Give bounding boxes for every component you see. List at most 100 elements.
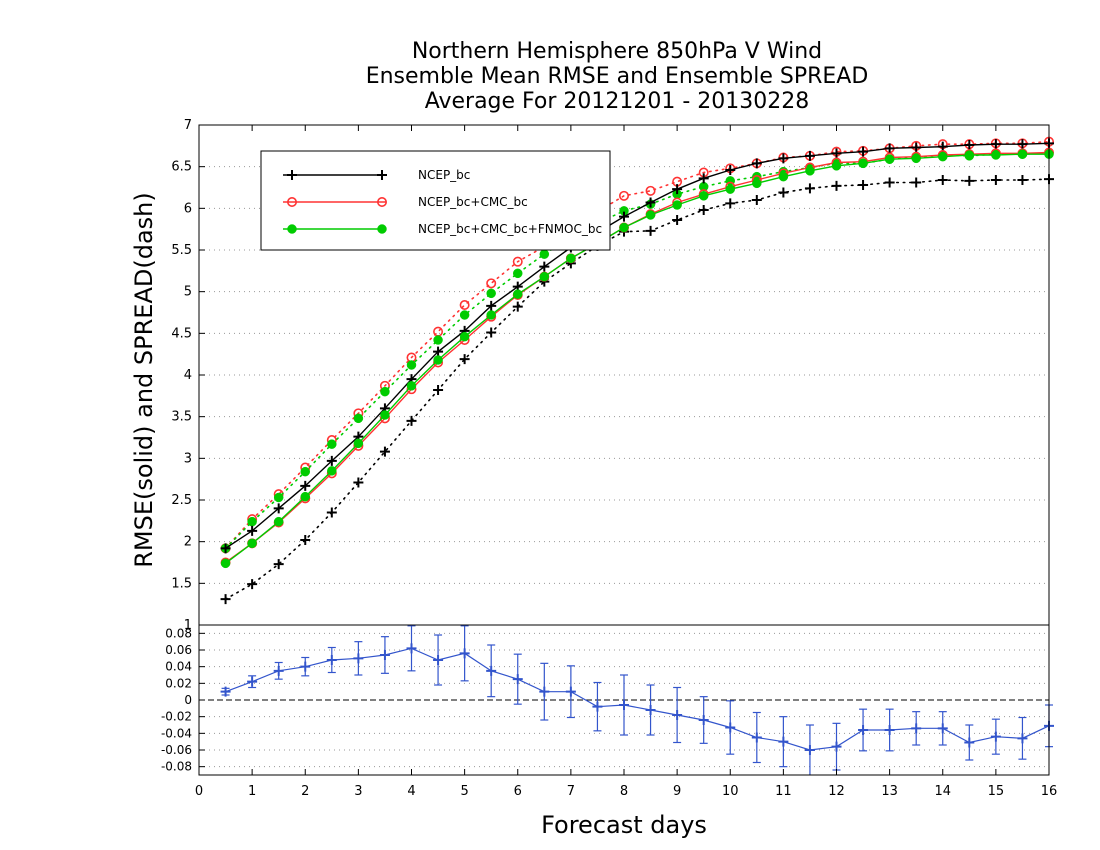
data-point — [645, 705, 656, 715]
data-point — [619, 222, 629, 233]
data-point — [353, 477, 364, 488]
y-tick-label: 6 — [184, 201, 192, 216]
data-point — [459, 299, 470, 310]
data-point — [377, 224, 387, 234]
data-point — [459, 310, 470, 320]
data-point — [486, 665, 497, 676]
data-point — [831, 180, 842, 191]
data-point — [513, 289, 523, 299]
data-point — [698, 715, 709, 725]
y-tick-label: 5 — [184, 285, 192, 300]
data-point — [1017, 139, 1028, 150]
data-point — [379, 650, 390, 660]
data-point — [273, 665, 284, 676]
x-tick-label: 11 — [775, 784, 792, 799]
x-tick-label: 9 — [673, 784, 681, 799]
data-point — [698, 173, 709, 184]
data-point — [327, 466, 337, 476]
data-point — [512, 674, 523, 685]
data-point — [220, 558, 231, 569]
chart-title-line-2: Ensemble Mean RMSE and Ensemble SPREAD — [366, 64, 869, 89]
data-point — [911, 153, 921, 164]
data-point — [911, 142, 922, 153]
y-tick-label: 3 — [184, 451, 192, 466]
data-point — [486, 288, 496, 299]
data-point — [379, 446, 390, 457]
x-axis-label: Forecast days — [541, 811, 707, 839]
data-point — [247, 676, 258, 687]
y-tick-label: 2.5 — [171, 493, 192, 508]
data-point — [539, 261, 550, 272]
y-tick-label: 0.06 — [165, 643, 192, 657]
series-solid-2 — [220, 149, 1054, 569]
data-point — [672, 200, 682, 210]
data-point — [326, 455, 337, 466]
chart-title: Northern Hemisphere 850hPa V WindEnsembl… — [366, 39, 869, 114]
data-point — [804, 150, 815, 161]
y-tick-label: 1 — [184, 618, 192, 633]
data-point — [725, 198, 736, 209]
data-point — [831, 741, 842, 752]
data-point — [698, 205, 709, 215]
data-point — [300, 535, 311, 545]
data-point — [380, 410, 390, 420]
data-point — [247, 525, 258, 536]
x-tick-label: 7 — [567, 784, 575, 799]
data-point — [220, 594, 231, 605]
data-point — [287, 170, 297, 180]
data-point — [858, 158, 868, 169]
data-point — [698, 191, 709, 201]
x-tick-label: 14 — [934, 784, 951, 799]
data-point — [1017, 733, 1028, 744]
data-point — [672, 710, 683, 720]
y-tick-label: -0.04 — [161, 726, 192, 740]
data-point — [376, 197, 387, 208]
data-point — [937, 723, 948, 734]
data-point — [287, 224, 297, 234]
data-point — [619, 211, 629, 222]
data-point — [884, 177, 895, 188]
data-point — [884, 725, 895, 735]
data-point — [353, 438, 364, 449]
data-point — [220, 686, 231, 697]
x-tick-label: 0 — [195, 784, 203, 799]
data-point — [512, 301, 523, 312]
data-point — [672, 215, 683, 225]
data-point — [937, 175, 948, 185]
data-point — [486, 327, 497, 338]
data-point — [433, 346, 444, 357]
data-point — [300, 466, 310, 477]
chart-title-line-1: Northern Hemisphere 850hPa V Wind — [412, 39, 822, 64]
data-point — [618, 190, 629, 201]
data-point — [858, 725, 869, 735]
y-tick-label: 0.02 — [165, 676, 192, 690]
data-point — [380, 386, 390, 397]
data-point — [273, 492, 284, 503]
legend-box — [260, 150, 611, 251]
data-point — [858, 180, 869, 190]
data-point — [645, 185, 656, 196]
series-line — [224, 140, 1050, 550]
x-tick-label: 6 — [514, 784, 522, 799]
data-point — [804, 745, 815, 755]
y-tick-label: 0.04 — [165, 660, 192, 674]
data-point — [512, 256, 523, 267]
data-point — [406, 643, 417, 654]
x-tick-label: 3 — [354, 784, 362, 799]
data-point — [486, 310, 496, 320]
data-point — [831, 161, 842, 171]
data-point — [672, 184, 683, 195]
y-tick-label: 6.5 — [171, 160, 192, 175]
data-point — [513, 268, 523, 279]
data-point — [964, 737, 975, 748]
data-point — [566, 253, 576, 264]
data-point — [964, 140, 975, 150]
data-point — [377, 170, 387, 180]
data-point — [406, 360, 417, 370]
data-point — [300, 491, 310, 502]
data-point — [911, 177, 922, 188]
y-tick-label: 4.5 — [171, 326, 192, 341]
data-point — [751, 158, 762, 169]
legend-label: NCEP_bc+CMC_bc+FNMOC_bc — [418, 222, 602, 236]
